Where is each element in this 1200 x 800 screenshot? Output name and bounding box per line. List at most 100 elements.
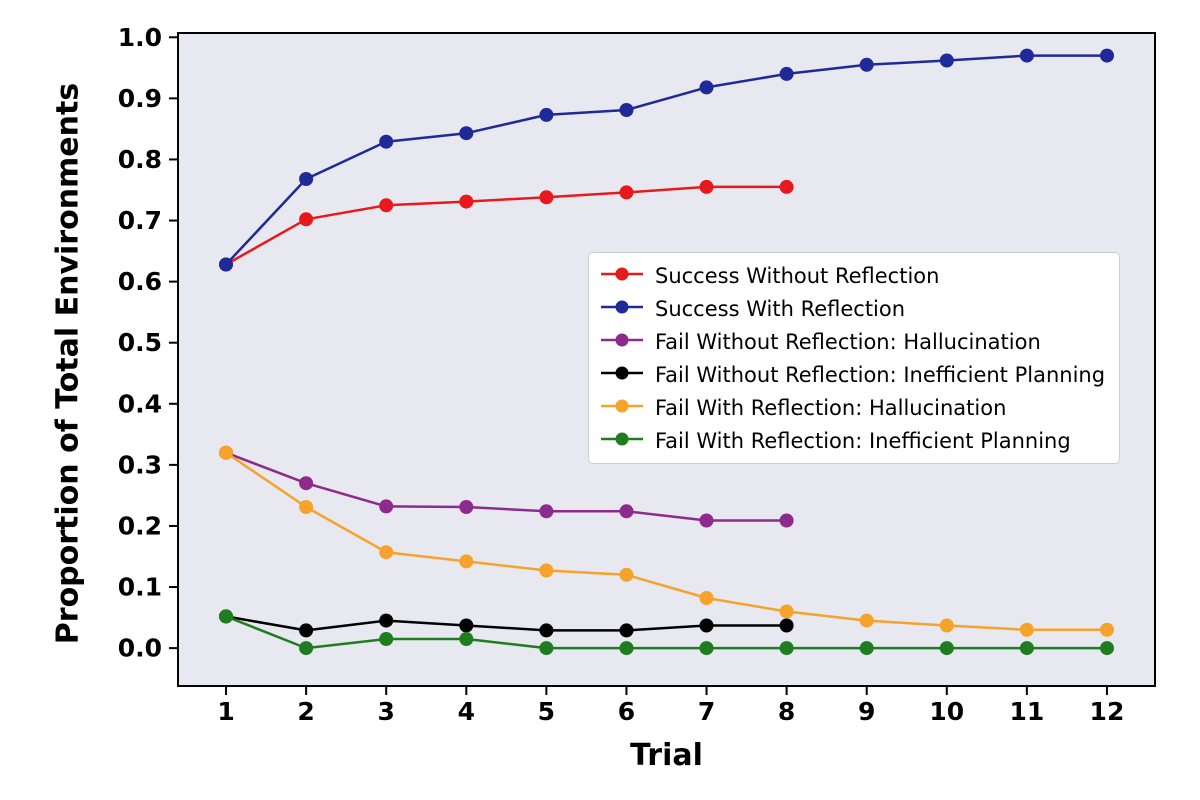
series-marker-success-with-reflection [619,103,634,117]
y-tick-label: 0.7 [118,206,162,235]
legend-sample-icon [601,267,643,280]
series-marker-success-without-reflection [699,179,714,194]
legend-item: Fail Without Reflection: Inefficient Pla… [599,360,1105,389]
series-marker-fail-with-reflection-hallucination [1019,622,1034,637]
series-marker-success-with-reflection [539,107,554,122]
series-marker-success-without-reflection [779,179,794,194]
legend-label: Fail With Reflection: Inefficient Planni… [655,428,1071,453]
legend-label: Fail Without Reflection: Hallucination [655,329,1041,354]
y-tick-label: 0.3 [118,450,162,479]
y-tick-label: 0.0 [118,634,162,663]
legend-label: Fail Without Reflection: Inefficient Pla… [655,362,1106,387]
series-marker-fail-with-reflection-inefficient-planning [459,632,474,646]
legend-label: Success With Reflection [655,296,906,321]
series-marker-fail-without-reflection-inefficient-planning [699,618,714,633]
series-marker-success-with-reflection [1100,48,1114,63]
series-marker-success-with-reflection [379,134,394,149]
x-axis-label: Trial [630,738,703,773]
series-marker-success-without-reflection [299,212,314,227]
x-tick-label: 8 [778,697,795,726]
series-marker-success-without-reflection [459,194,474,209]
series-marker-success-without-reflection [379,198,394,213]
series-marker-fail-without-reflection-inefficient-planning [299,623,314,638]
series-marker-fail-with-reflection-hallucination [379,545,394,560]
x-tick-label: 2 [297,697,314,726]
y-tick-label: 1.0 [118,23,162,52]
series-marker-fail-without-reflection-hallucination [699,513,714,528]
series-marker-success-with-reflection [299,172,314,186]
series-marker-fail-with-reflection-inefficient-planning [779,641,794,656]
legend-label: Success Without Reflection [655,263,940,288]
y-tick-label: 0.8 [118,145,162,174]
x-tick-label: 11 [1009,697,1044,726]
series-line-success-without-reflection [225,185,787,266]
series-line-fail-with-reflection-inefficient-planning [225,615,1107,650]
series-marker-fail-without-reflection-hallucination [299,476,314,491]
series-marker-success-without-reflection [619,185,634,200]
series-marker-fail-with-reflection-inefficient-planning [939,641,954,656]
x-tick-label: 4 [458,697,475,726]
series-marker-fail-with-reflection-hallucination [779,604,794,619]
series-marker-fail-with-reflection-inefficient-planning [1100,641,1114,656]
legend: Success Without Reflection Success With R… [588,252,1121,464]
y-tick-label: 0.4 [118,389,162,418]
series-marker-success-with-reflection [219,257,233,272]
series-marker-fail-with-reflection-hallucination [619,567,634,582]
x-tick-label: 5 [538,697,555,726]
series-marker-fail-with-reflection-hallucination [699,591,714,605]
y-tick-label: 0.5 [118,328,162,357]
series-marker-fail-with-reflection-hallucination [459,554,474,569]
series-marker-fail-without-reflection-inefficient-planning [459,618,474,633]
series-marker-fail-without-reflection-inefficient-planning [379,613,394,628]
legend-item: Fail With Reflection: Inefficient Planni… [599,426,1105,455]
series-marker-fail-with-reflection-inefficient-planning [379,632,394,646]
legend-item: Success Without Reflection [599,261,1105,290]
series-line-success-with-reflection [225,54,1107,266]
legend-sample-icon [601,366,643,379]
legend-marker [599,398,645,418]
series-marker-fail-with-reflection-inefficient-planning [219,609,233,624]
series-marker-success-with-reflection [699,80,714,95]
series-marker-fail-with-reflection-hallucination [859,613,874,628]
legend-marker [599,365,645,385]
legend-item: Success With Reflection [599,294,1105,323]
series-marker-fail-with-reflection-inefficient-planning [539,641,554,656]
legend-marker [599,332,645,352]
series-marker-fail-with-reflection-inefficient-planning [699,641,714,656]
series-marker-success-with-reflection [939,53,954,68]
series-marker-success-with-reflection [459,126,474,141]
series-marker-fail-with-reflection-hallucination [219,445,233,460]
x-tick-label: 9 [858,697,875,726]
legend-item: Fail Without Reflection: Hallucination [599,327,1105,356]
series-marker-success-with-reflection [859,57,874,72]
series-marker-fail-without-reflection-inefficient-planning [539,623,554,638]
series-marker-fail-with-reflection-hallucination [299,500,314,514]
legend-sample-icon [601,333,643,346]
series-line-fail-without-reflection-inefficient-planning [225,615,787,632]
series-marker-fail-with-reflection-inefficient-planning [1019,641,1034,656]
legend-marker [599,299,645,319]
x-tick-label: 1 [217,697,234,726]
series-line-fail-without-reflection-hallucination [225,451,787,522]
legend-sample-icon [601,399,643,412]
legend-sample-icon [601,300,643,313]
y-tick-label: 0.9 [118,84,162,113]
series-marker-fail-with-reflection-hallucination [539,563,554,578]
legend-marker [599,266,645,286]
y-axis-label: Proportion of Total Environments [50,82,86,645]
series-marker-fail-without-reflection-inefficient-planning [779,618,794,633]
series-marker-fail-without-reflection-hallucination [379,499,394,514]
series-marker-fail-without-reflection-hallucination [779,513,794,528]
series-marker-fail-without-reflection-hallucination [459,500,474,514]
x-tick-label: 7 [698,697,715,726]
legend-marker [599,431,645,451]
series-marker-success-with-reflection [1019,48,1034,63]
y-tick-label: 0.6 [118,267,162,296]
series-marker-fail-without-reflection-hallucination [619,504,634,519]
legend-item: Fail With Reflection: Hallucination [599,393,1105,422]
legend-label: Fail With Reflection: Hallucination [655,395,1007,420]
series-marker-success-without-reflection [539,190,554,205]
series-marker-fail-without-reflection-inefficient-planning [619,623,634,638]
series-marker-fail-without-reflection-hallucination [539,504,554,519]
